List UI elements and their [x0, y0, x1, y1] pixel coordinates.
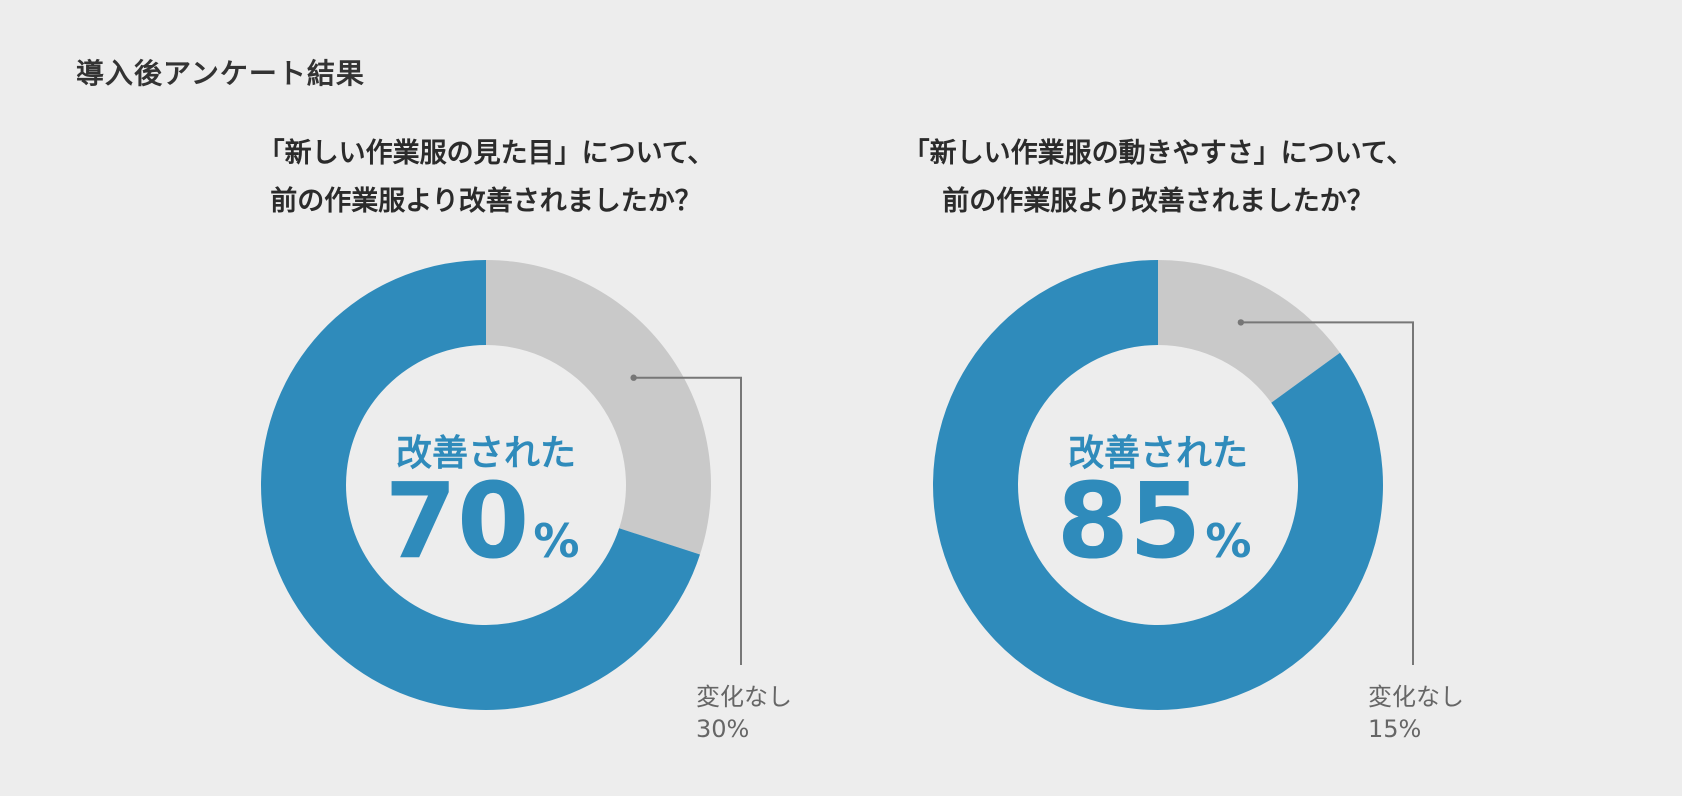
- center-value-number: 85: [1057, 460, 1202, 582]
- leader-dot: [630, 374, 637, 381]
- chart-mobility: 「新しい作業服の動きやすさ」について、 前の作業服より改善されましたか？ 変化な…: [848, 130, 1468, 743]
- chart-title-line-1: 「新しい作業服の動きやすさ」について、: [902, 138, 1414, 169]
- chart-title-line-1: 「新しい作業服の見た目」について、: [257, 138, 715, 169]
- center-value: 70%: [385, 460, 580, 582]
- slice-primary: [933, 260, 1383, 710]
- center-label: 改善された: [1068, 433, 1248, 474]
- callout-label: 変化なし: [1368, 683, 1464, 711]
- leader-line: [633, 376, 742, 665]
- center-value-number: 70: [385, 460, 530, 582]
- chart-title: 「新しい作業服の見た目」について、 前の作業服より改善されましたか？: [176, 130, 796, 226]
- callout-value: 15%: [1368, 715, 1421, 743]
- callout-value: 30%: [696, 715, 749, 743]
- chart-title: 「新しい作業服の動きやすさ」について、 前の作業服より改善されましたか？: [848, 130, 1468, 226]
- chart-title-line-2: 前の作業服より改善されましたか？: [270, 186, 702, 217]
- page-title: 導入後アンケート結果: [76, 57, 365, 90]
- center-value-unit: %: [1205, 514, 1251, 568]
- center-label: 改善された: [396, 433, 576, 474]
- slice-primary: [261, 260, 700, 710]
- chart-appearance: 「新しい作業服の見た目」について、 前の作業服より改善されましたか？ 変化なし 3…: [176, 130, 796, 743]
- slice-remainder: [486, 260, 711, 555]
- slice-remainder: [1158, 260, 1341, 403]
- center-value-unit: %: [533, 514, 579, 568]
- chart-title-line-2: 前の作業服より改善されましたか？: [942, 186, 1374, 217]
- leader-line: [1240, 321, 1414, 665]
- callout-label: 変化なし: [696, 683, 792, 711]
- center-value: 85%: [1057, 460, 1252, 582]
